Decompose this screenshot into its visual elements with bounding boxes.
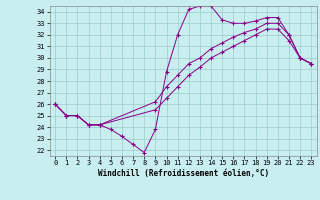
X-axis label: Windchill (Refroidissement éolien,°C): Windchill (Refroidissement éolien,°C) (98, 169, 269, 178)
